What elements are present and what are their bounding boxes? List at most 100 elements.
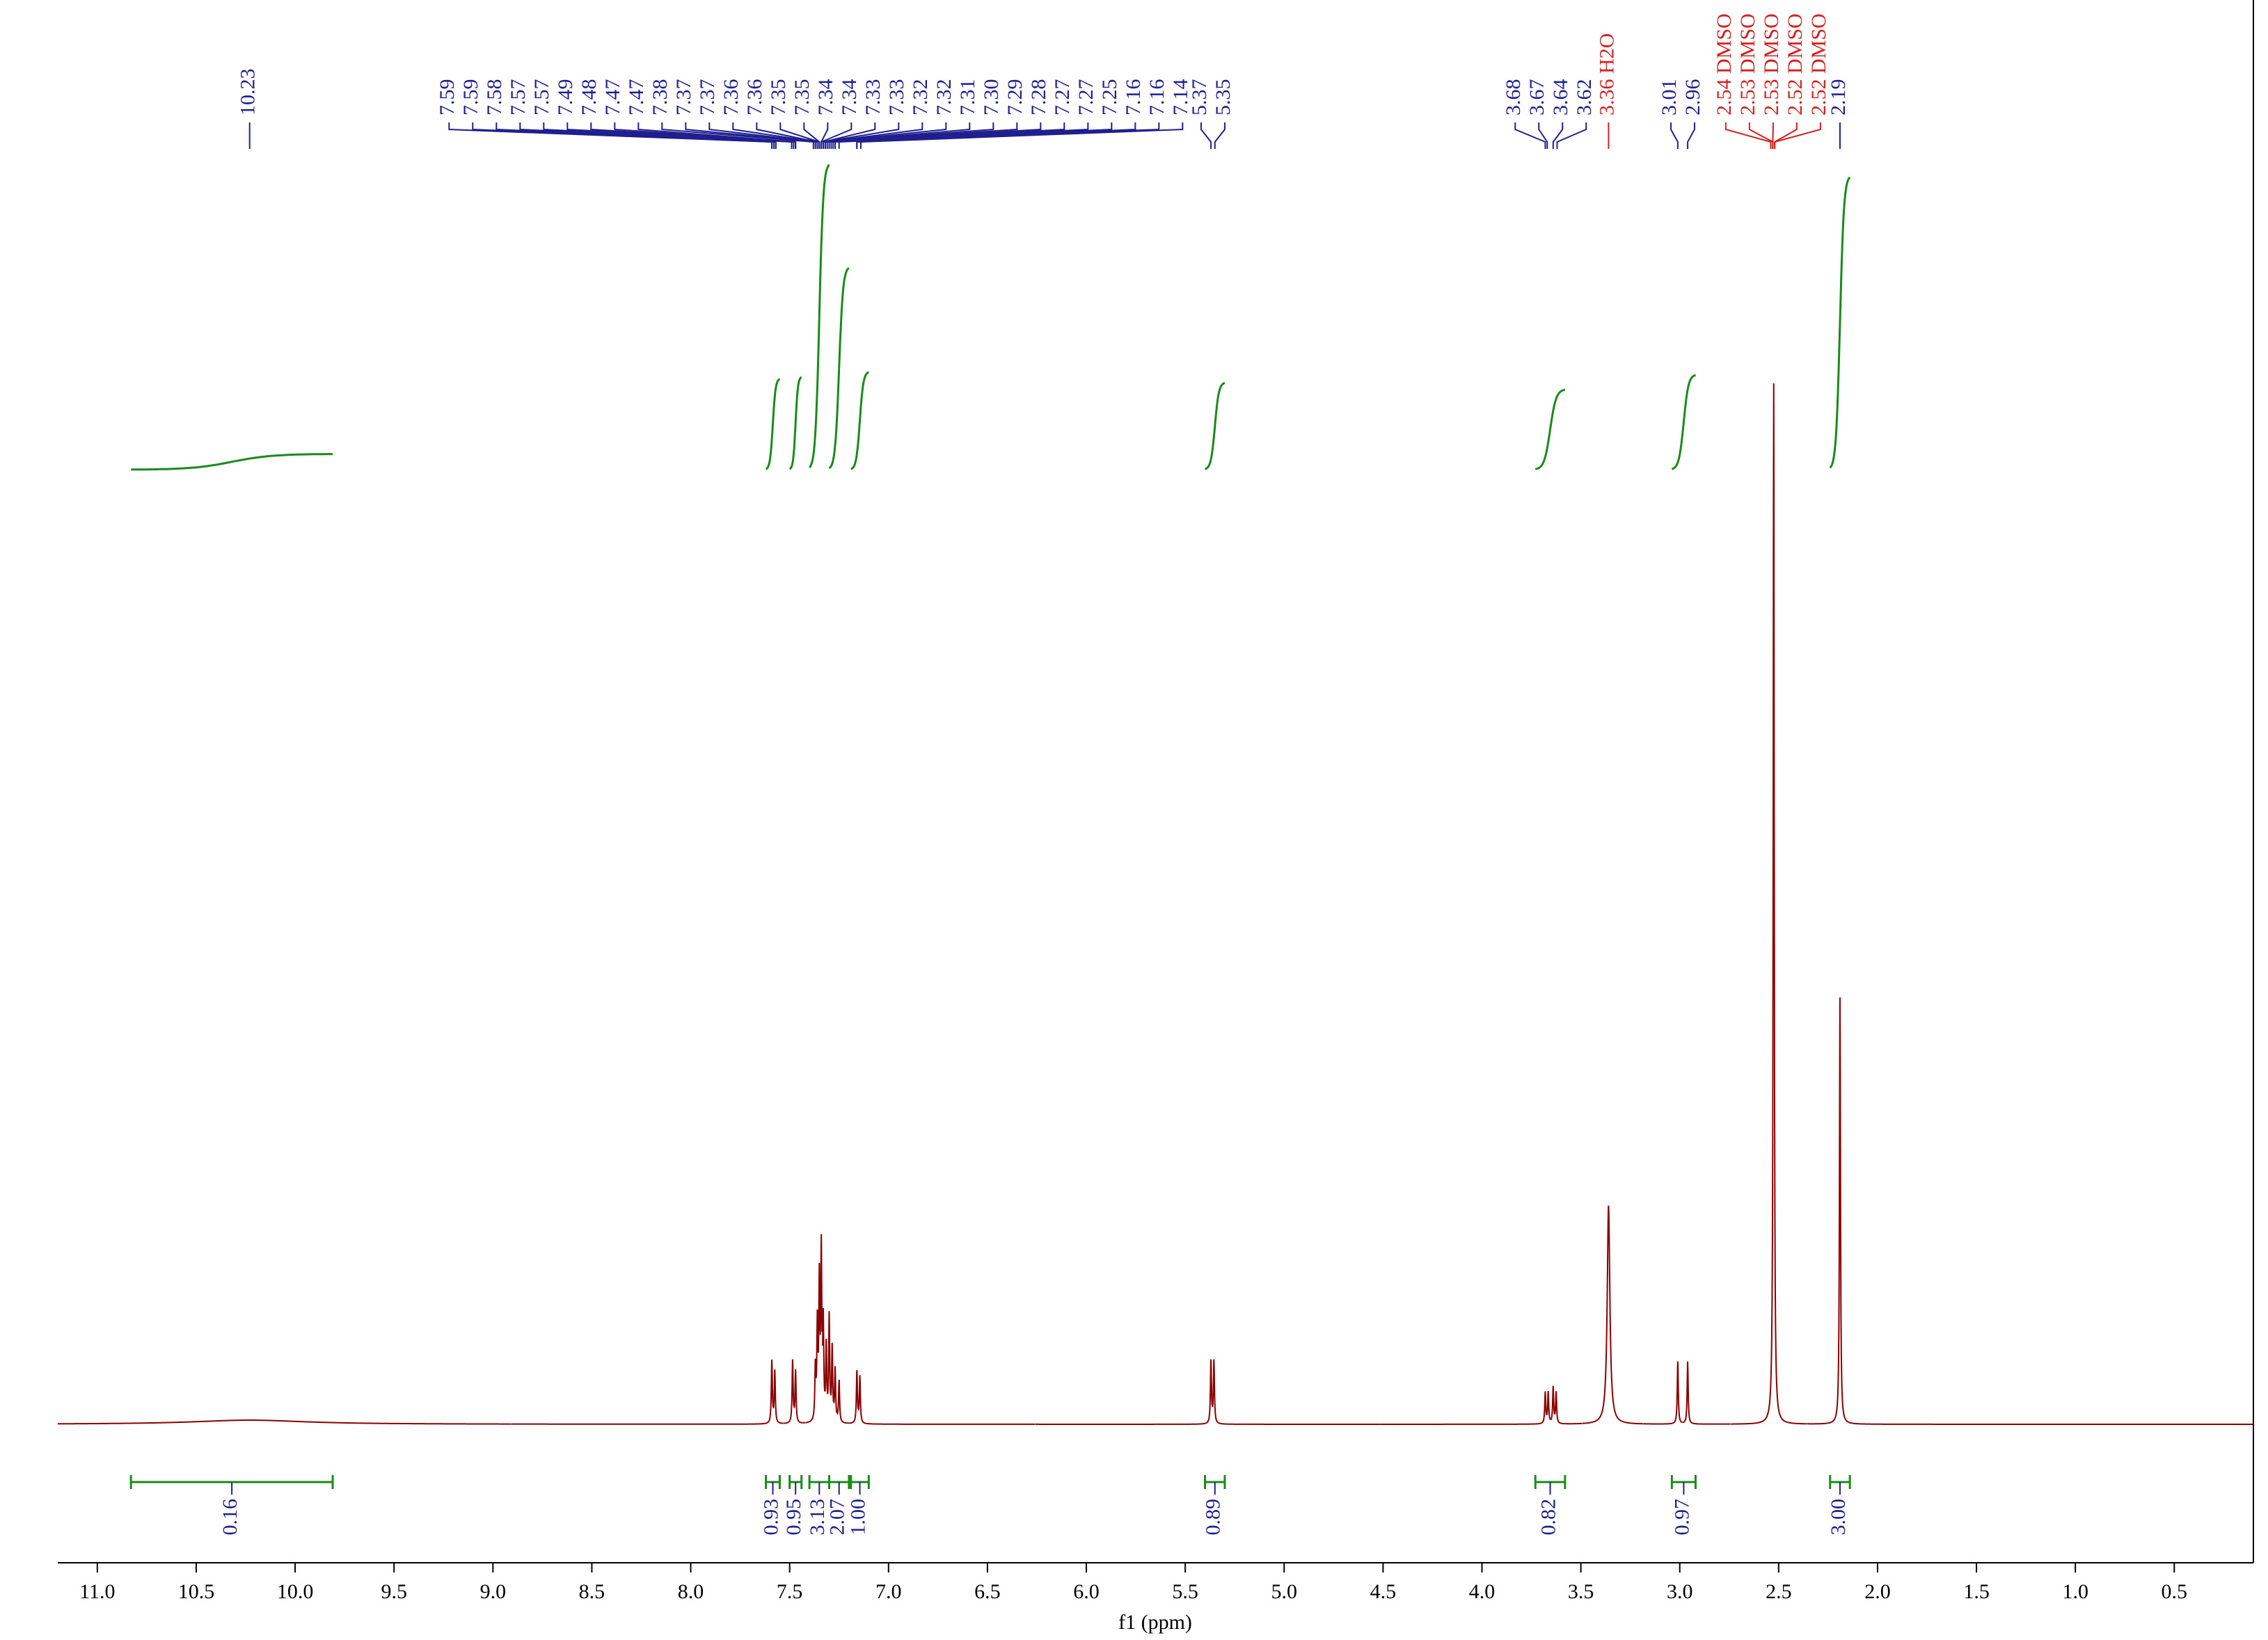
peak-label: 7.33 (862, 79, 885, 116)
spectrum-peak (1550, 1385, 1555, 1421)
peak-label: 3.01 (1658, 79, 1681, 116)
peak-label: 7.35 (791, 79, 814, 116)
x-tick-label: 1.5 (1963, 1580, 1990, 1603)
peak-label: 7.30 (980, 79, 1003, 116)
x-tick-label: 10.5 (178, 1580, 215, 1603)
peak-connector (543, 122, 777, 149)
integral-curve (1829, 176, 1851, 469)
integral-curve (789, 376, 802, 470)
integral-curve (131, 453, 333, 471)
peak-label: 2.19 (1827, 79, 1850, 116)
peak-connector (1556, 122, 1587, 149)
peak-connector (1538, 122, 1548, 149)
spectrum-peak (821, 1308, 826, 1392)
peak-connector (1687, 122, 1695, 149)
peak-label: 3.62 (1573, 79, 1596, 116)
peak-label: 5.37 (1188, 79, 1211, 116)
peak-connector (1552, 122, 1564, 149)
x-tick-label: 4.5 (1370, 1580, 1397, 1603)
spectrum-peak (1379, 1391, 1548, 1425)
peak-connector (838, 122, 1113, 149)
spectrum-peak (836, 1379, 848, 1424)
x-tick-label: 8.5 (579, 1580, 605, 1603)
spectrum-peak (1807, 997, 2253, 1425)
x-tick-label: 8.0 (678, 1580, 704, 1603)
peak-label: 3.64 (1549, 79, 1572, 116)
integral-label: 0.82 (1537, 1499, 1560, 1536)
x-tick-label: 3.5 (1568, 1580, 1594, 1603)
x-axis-label: f1 (ppm) (1118, 1611, 1192, 1634)
peak-label: 7.58 (483, 79, 506, 116)
peak-label: 7.36 (743, 79, 766, 116)
integral-label: 0.95 (782, 1499, 805, 1536)
peak-label: 7.27 (1051, 79, 1074, 116)
spectrum-peak (817, 1263, 821, 1353)
integral-curve (1671, 374, 1696, 470)
peak-label: 7.48 (578, 79, 601, 116)
peak-label: 5.35 (1212, 79, 1235, 116)
integral-label: 0.97 (1670, 1499, 1693, 1536)
peak-label: 7.59 (436, 79, 459, 116)
spectrum-peak (857, 1375, 1036, 1425)
x-tick-label: 5.5 (1172, 1580, 1198, 1603)
spectrum-peak (805, 1358, 817, 1424)
integral-curve (766, 378, 781, 470)
integral-curve (808, 164, 830, 468)
peak-label: 7.29 (1004, 79, 1026, 116)
peak-label: 3.36 H2O (1595, 33, 1618, 116)
x-tick-label: 7.0 (875, 1580, 902, 1603)
x-tick-label: 11.0 (79, 1580, 115, 1603)
peak-connector (637, 122, 797, 149)
x-tick-label: 7.5 (777, 1580, 803, 1603)
peak-label: 7.57 (530, 79, 553, 116)
integral-label: 0.89 (1202, 1499, 1225, 1536)
spectrum-peak (1730, 383, 1807, 1425)
spectrum-peak (1582, 1205, 1643, 1425)
integral-label: 2.07 (826, 1499, 849, 1536)
peak-connector (661, 122, 814, 149)
peak-connector (830, 122, 1018, 149)
peak-label: 2.53 DMSO (1760, 13, 1783, 116)
integral-label: 1.00 (846, 1499, 869, 1536)
x-tick-label: 6.5 (974, 1580, 1001, 1603)
spectrum-peak (1035, 1359, 1213, 1425)
integral-label: 0.93 (759, 1499, 782, 1536)
peak-label: 2.52 DMSO (1807, 13, 1830, 116)
peak-label: 7.49 (554, 79, 577, 116)
peak-connector (803, 122, 820, 149)
integral-curve (1205, 381, 1226, 470)
peak-label: 7.57 (507, 79, 530, 116)
peak-label: 7.34 (814, 79, 837, 116)
peak-connector (1774, 122, 1821, 149)
peak-connector (756, 122, 818, 149)
x-tick-label: 2.0 (1864, 1580, 1891, 1603)
spectrum-peak (772, 1369, 784, 1424)
x-tick-label: 3.0 (1667, 1580, 1693, 1603)
spectrum-peak (827, 1311, 832, 1394)
peak-connector (1200, 122, 1212, 149)
peak-label: 3.68 (1502, 79, 1525, 116)
peak-label: 7.34 (838, 79, 861, 116)
x-tick-label: 6.0 (1073, 1580, 1100, 1603)
integral-label: 3.00 (1827, 1499, 1850, 1536)
spectrum-peak (824, 1338, 829, 1394)
peak-connector (1670, 122, 1679, 149)
spectrum-peak (833, 1366, 838, 1413)
integral-curve (828, 266, 850, 470)
peak-connector (820, 122, 853, 149)
peak-label: 2.54 DMSO (1713, 13, 1736, 116)
peak-connector (1514, 122, 1546, 149)
spectrum-peak (1554, 1391, 1583, 1425)
peak-label: 7.16 (1145, 79, 1168, 116)
peak-label: 7.33 (885, 79, 908, 116)
x-tick-label: 10.0 (277, 1580, 314, 1603)
peak-label: 7.31 (956, 79, 979, 116)
peak-label: 10.23 (237, 69, 260, 116)
spectrum-peak (816, 1309, 819, 1377)
peak-connector (708, 122, 816, 149)
peak-label: 7.37 (696, 79, 719, 116)
peak-connector (828, 122, 994, 149)
integral-curve (1535, 388, 1566, 470)
peak-label: 7.38 (649, 79, 672, 116)
peak-label: 7.32 (933, 79, 955, 116)
